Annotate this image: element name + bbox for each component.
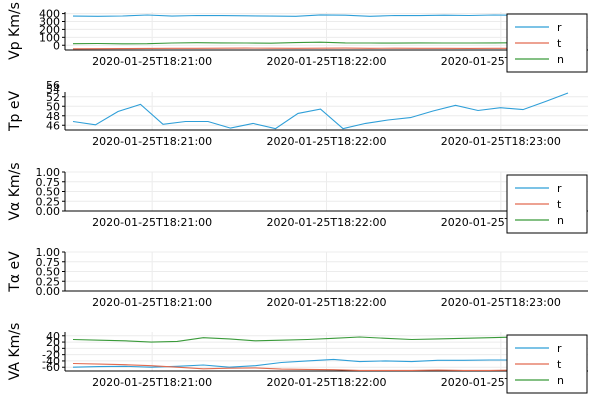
y-tick-label: 50 <box>46 100 60 113</box>
y-tick-label: 1.00 <box>36 246 61 259</box>
x-tick-label: 2020-01-25T18:21:00 <box>92 135 212 148</box>
panel-4: 2020-01-25T18:21:00 2020-01-25T18:22:00 20… <box>7 246 588 309</box>
x-tick-label: 2020-01-25T18:22:00 <box>266 296 386 309</box>
legend-label-n: n <box>557 374 564 387</box>
panel-1: 2020-01-25T18:21:00 2020-01-25T18:22:00 20… <box>7 2 588 73</box>
legend: rtn <box>506 334 588 394</box>
x-tick-label: 2020-01-25T18:22:00 <box>266 216 386 229</box>
panel-3: 2020-01-25T18:21:00 2020-01-25T18:22:00 20… <box>7 162 588 234</box>
x-tick-label: 2020-01-25T18:23:00 <box>441 296 561 309</box>
y-axis-label: Tp eV <box>7 91 23 133</box>
legend-label-t: t <box>557 37 562 50</box>
legend-label-n: n <box>557 53 564 66</box>
y-tick-label: 1.00 <box>36 166 61 179</box>
legend-label-r: r <box>557 342 562 355</box>
series-line-n <box>72 41 568 45</box>
y-tick-label: 54 <box>46 83 60 96</box>
y-tick-label: 400 <box>39 8 60 21</box>
x-tick-label: 2020-01-25T18:22:00 <box>266 135 386 148</box>
y-axis-label: Vα Km/s <box>7 162 23 220</box>
y-tick-label: -60 <box>42 361 60 374</box>
x-tick-label: 2020-01-25T18:21:00 <box>92 55 212 68</box>
series-line <box>72 92 569 130</box>
y-tick-label: 0 <box>53 39 60 52</box>
y-tick-label: 0.00 <box>36 285 61 298</box>
y-axis-label: VA Km/s <box>7 323 23 381</box>
y-tick-label: 48 <box>46 110 60 123</box>
y-tick-label: 56 <box>46 79 60 92</box>
x-tick-label: 2020-01-25T18:22:00 <box>266 55 386 68</box>
y-tick-label: 46 <box>46 119 60 132</box>
y-tick-label: 200 <box>39 23 60 36</box>
y-tick-label: 0.75 <box>36 176 61 189</box>
legend: rtn <box>506 13 588 73</box>
y-tick-label: 0 <box>53 342 60 355</box>
legend-label-t: t <box>557 358 562 371</box>
x-tick-label: 2020-01-25T18:21:00 <box>92 376 212 389</box>
y-tick-label: 300 <box>39 16 60 29</box>
y-axis-label: Vp Km/s <box>7 2 23 60</box>
y-tick-label: 0.50 <box>36 186 61 199</box>
y-tick-label: -20 <box>42 349 60 362</box>
legend-label-r: r <box>557 21 562 34</box>
y-tick-label: 0.25 <box>36 195 61 208</box>
x-tick-label: 2020-01-25T18:21:00 <box>92 216 212 229</box>
series-line-r <box>72 358 569 368</box>
y-tick-label: 52 <box>46 91 60 104</box>
panel-5: 2020-01-25T18:21:00 2020-01-25T18:22:00 20… <box>7 323 588 394</box>
legend: rtn <box>506 174 588 234</box>
legend-label-n: n <box>557 214 564 227</box>
panel-2: 2020-01-25T18:21:00 2020-01-25T18:22:00 20… <box>7 79 588 148</box>
y-tick-label: 100 <box>39 31 60 44</box>
series-line-t <box>72 47 569 50</box>
series-line-n <box>72 335 569 343</box>
y-tick-label: 40 <box>46 330 60 343</box>
legend-label-t: t <box>557 198 562 211</box>
y-tick-label: 0.75 <box>36 256 61 269</box>
x-tick-label: 2020-01-25T18:22:00 <box>266 376 386 389</box>
x-tick-label: 2020-01-25T18:21:00 <box>92 296 212 309</box>
y-tick-label: 20 <box>46 336 60 349</box>
x-tick-label: 2020-01-25T18:23:00 <box>441 135 561 148</box>
y-tick-label: 0.50 <box>36 266 61 279</box>
legend-label-r: r <box>557 182 562 195</box>
y-axis-label: Tα eV <box>7 251 23 293</box>
series-line-t <box>72 362 569 371</box>
y-tick-label: 0.25 <box>36 275 61 288</box>
y-tick-label: -40 <box>42 355 60 368</box>
series-line-r <box>72 14 569 17</box>
y-tick-label: 0.00 <box>36 205 61 218</box>
